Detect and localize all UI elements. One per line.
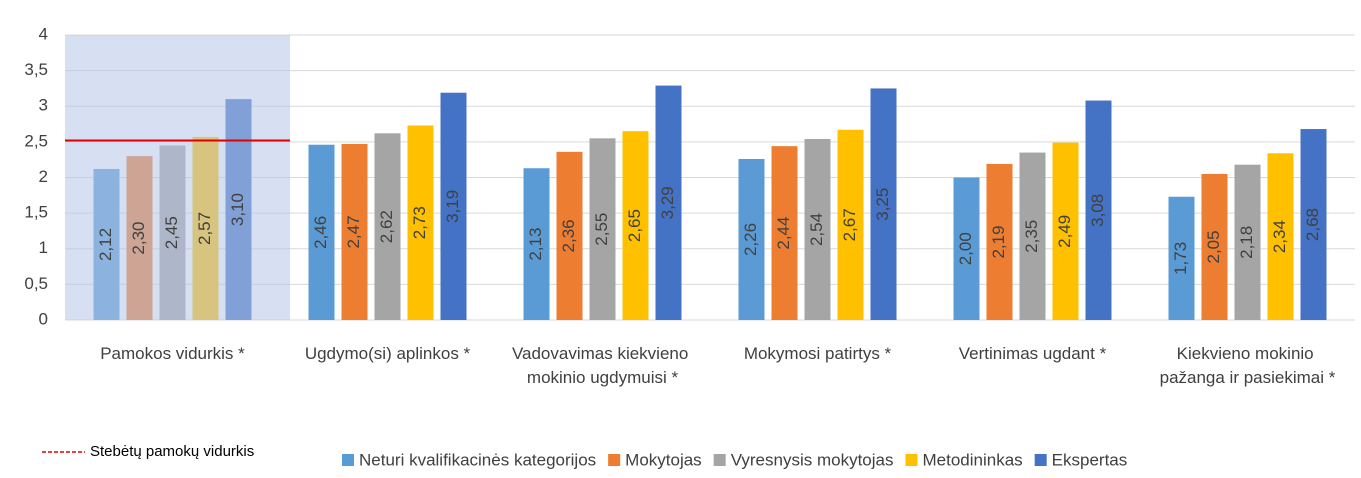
x-tick-label-line: mokinio ugdymuisi * [527, 368, 679, 387]
bar [655, 85, 682, 321]
x-tick-label-line: Vertinimas ugdant * [959, 344, 1107, 363]
value-label: 2,13 [526, 228, 545, 261]
value-label: 2,68 [1303, 208, 1322, 241]
bar [407, 125, 434, 320]
legend-swatch [713, 454, 726, 466]
bar [870, 88, 897, 320]
y-tick-label: 0,5 [24, 274, 48, 293]
bar [1168, 196, 1195, 320]
x-tick-label-line: Ugdymo(si) aplinkos * [305, 344, 471, 363]
x-tick-label-line: Kiekvieno mokinio [1177, 344, 1319, 363]
x-tick-label-line: pažanga ir pasiekimai * [1160, 368, 1336, 387]
value-label: 2,00 [956, 232, 975, 265]
value-label: 2,46 [311, 216, 330, 249]
legend-label: Vyresnysis mokytojas [731, 450, 894, 469]
value-label: 2,67 [840, 208, 859, 241]
value-label: 2,54 [807, 213, 826, 246]
y-tick-label: 0 [39, 309, 48, 328]
value-label: 3,25 [873, 188, 892, 221]
x-tick-label: Pamokos vidurkis * [100, 344, 245, 363]
bar [1052, 142, 1079, 320]
bar [1234, 164, 1261, 320]
x-tick-label-line: Mokymosi patirtys * [744, 344, 892, 363]
x-tick-label: Ugdymo(si) aplinkos * [305, 344, 471, 363]
value-label: 2,05 [1204, 230, 1223, 263]
value-label: 2,12 [96, 228, 115, 261]
y-tick-label: 1,5 [24, 203, 48, 222]
legend-swatch [1034, 454, 1047, 466]
y-tick-label: 3 [39, 96, 48, 115]
value-label: 3,29 [658, 186, 677, 219]
legend-swatch [608, 454, 621, 466]
bar [622, 131, 649, 320]
value-label: 2,49 [1055, 215, 1074, 248]
value-label: 2,36 [559, 219, 578, 252]
value-label: 2,26 [741, 223, 760, 256]
bar [308, 144, 335, 320]
x-tick-label: Vertinimas ugdant * [959, 344, 1107, 363]
y-tick-label: 4 [39, 24, 48, 43]
value-label: 2,19 [989, 225, 1008, 258]
x-tick-label-line: Pamokos vidurkis * [100, 344, 245, 363]
bar [556, 151, 583, 320]
bar [837, 129, 864, 320]
x-tick-label-line: Vadovavimas kiekvieno [512, 344, 693, 363]
value-label: 2,55 [592, 213, 611, 246]
legend-swatch [905, 454, 918, 466]
value-label: 2,34 [1270, 220, 1289, 253]
bar [1085, 100, 1112, 320]
bar [1019, 152, 1046, 320]
value-label: 1,73 [1171, 242, 1190, 275]
bar [953, 177, 980, 320]
value-label: 3,10 [228, 193, 247, 226]
bar [341, 144, 368, 320]
legend-swatch [342, 454, 354, 466]
x-tick-label: Mokymosi patirtys * [744, 344, 892, 363]
bar [738, 158, 765, 320]
legend-label: Mokytojas [625, 450, 702, 469]
highlight [65, 35, 290, 320]
value-label: 2,44 [774, 217, 793, 250]
value-label: 3,08 [1088, 194, 1107, 227]
value-label: 2,18 [1237, 226, 1256, 259]
value-label: 2,57 [195, 212, 214, 245]
bar [804, 139, 831, 320]
y-tick-label: 3,5 [24, 60, 48, 79]
value-label: 2,65 [625, 209, 644, 242]
value-label: 2,73 [410, 206, 429, 239]
bar [986, 163, 1013, 320]
bar [589, 138, 616, 320]
reference-legend-label: Stebėtų pamokų vidurkis [90, 443, 254, 460]
bar [771, 146, 798, 320]
bar [1201, 173, 1228, 320]
value-label: 2,35 [1022, 220, 1041, 253]
value-label: 2,30 [129, 222, 148, 255]
bar [440, 92, 467, 321]
x-tick-label: Vadovavimas kiekvieno mokinio ugdymuisi … [512, 344, 693, 387]
legend-label: Metodininkas [923, 450, 1023, 469]
value-label: 2,45 [162, 216, 181, 249]
legend-label: Neturi kvalifikacinės kategorijos [359, 450, 596, 469]
value-label: 2,47 [344, 215, 363, 248]
y-tick-label: 1 [39, 238, 48, 257]
x-tick-label: Kiekvieno mokinio pažanga ir pasiekimai … [1160, 344, 1336, 387]
y-tick-label: 2 [39, 167, 48, 186]
bar [1300, 129, 1327, 320]
value-label: 3,19 [443, 190, 462, 223]
bar [374, 133, 401, 320]
legend-label: Ekspertas [1052, 450, 1128, 469]
value-label: 2,62 [377, 210, 396, 243]
bar [1267, 153, 1294, 320]
y-tick-label: 2,5 [24, 131, 48, 150]
bar [523, 168, 550, 320]
